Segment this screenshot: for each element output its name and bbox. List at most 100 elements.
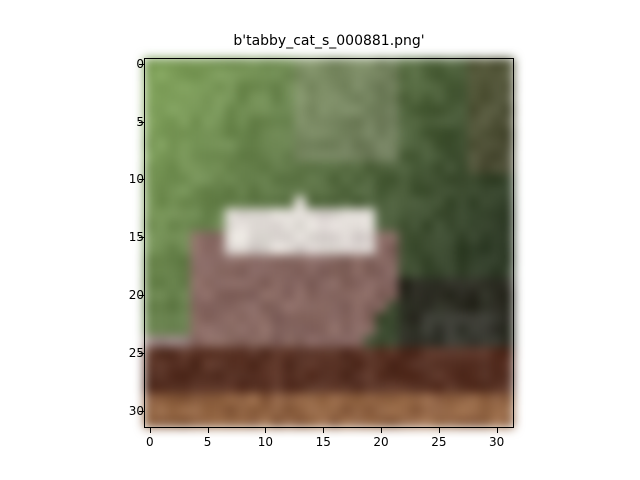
image-pixel xyxy=(444,138,457,152)
image-pixel xyxy=(178,416,191,428)
image-pixel xyxy=(340,150,353,163)
image-pixel xyxy=(294,104,307,117)
image-pixel xyxy=(167,243,180,256)
image-pixel xyxy=(317,277,330,290)
image-pixel xyxy=(236,127,249,140)
image-pixel xyxy=(352,266,365,279)
image-pixel xyxy=(201,231,214,244)
image-pixel xyxy=(502,289,514,302)
image-pixel xyxy=(352,335,365,348)
image-pixel xyxy=(271,370,284,383)
image-pixel xyxy=(363,219,376,233)
image-pixel xyxy=(433,312,446,325)
image-pixel xyxy=(444,150,457,163)
image-pixel xyxy=(386,243,399,256)
image-pixel xyxy=(444,393,457,406)
image-pixel xyxy=(456,219,469,233)
image-pixel xyxy=(144,416,157,428)
image-pixel xyxy=(201,347,214,360)
image-pixel xyxy=(467,277,480,290)
image-pixel xyxy=(490,335,504,348)
image-pixel xyxy=(305,81,319,94)
image-pixel xyxy=(433,254,446,267)
image-pixel xyxy=(456,312,469,325)
image-pixel xyxy=(271,416,284,428)
image-pixel xyxy=(167,81,180,94)
image-pixel xyxy=(305,266,319,279)
image-pixel xyxy=(248,416,261,428)
image-pixel xyxy=(375,266,388,279)
image-pixel xyxy=(421,196,434,209)
image-pixel xyxy=(248,173,261,186)
image-pixel xyxy=(490,393,504,406)
image-pixel xyxy=(224,58,238,71)
image-pixel xyxy=(502,254,514,267)
image-pixel xyxy=(375,347,388,360)
image-pixel xyxy=(282,254,295,267)
image-pixel xyxy=(409,127,423,140)
image-pixel xyxy=(421,347,434,360)
image-pixel xyxy=(282,323,295,337)
image-pixel xyxy=(236,323,249,337)
image-pixel xyxy=(305,185,319,198)
image-pixel xyxy=(340,416,353,428)
image-pixel xyxy=(178,127,191,140)
image-pixel xyxy=(340,266,353,279)
image-pixel xyxy=(467,393,480,406)
image-pixel xyxy=(236,231,249,244)
image-pixel xyxy=(352,58,365,71)
image-pixel xyxy=(375,254,388,267)
image-pixel xyxy=(190,347,203,360)
image-pixel xyxy=(433,173,446,186)
image-pixel xyxy=(317,173,330,186)
image-pixel xyxy=(363,115,376,128)
image-pixel xyxy=(201,196,214,209)
image-pixel xyxy=(294,289,307,302)
image-pixel xyxy=(155,115,168,128)
image-pixel xyxy=(363,92,376,105)
image-pixel xyxy=(352,289,365,302)
y-tick-label: 20 xyxy=(128,288,144,303)
image-pixel xyxy=(329,81,342,94)
image-pixel xyxy=(467,150,480,163)
image-pixel xyxy=(224,381,238,394)
image-pixel xyxy=(190,173,203,186)
image-pixel xyxy=(444,219,457,233)
image-pixel xyxy=(201,323,214,337)
image-pixel xyxy=(190,69,203,82)
image-pixel xyxy=(294,208,307,221)
image-pixel xyxy=(213,115,226,128)
image-pixel xyxy=(409,404,423,418)
image-pixel xyxy=(433,243,446,256)
image-pixel xyxy=(398,219,411,233)
image-pixel xyxy=(386,254,399,267)
image-pixel xyxy=(317,69,330,82)
image-pixel xyxy=(317,358,330,371)
image-pixel xyxy=(375,150,388,163)
image-pixel xyxy=(398,323,411,337)
image-pixel xyxy=(213,69,226,82)
image-pixel xyxy=(190,196,203,209)
image-pixel xyxy=(248,289,261,302)
image-pixel xyxy=(409,323,423,337)
image-pixel xyxy=(340,92,353,105)
image-pixel xyxy=(224,69,238,82)
image-pixel xyxy=(456,277,469,290)
image-pixel xyxy=(248,138,261,152)
image-pixel xyxy=(248,208,261,221)
image-pixel xyxy=(282,115,295,128)
image-pixel xyxy=(259,323,272,337)
image-pixel xyxy=(433,81,446,94)
image-pixel xyxy=(375,92,388,105)
image-pixel xyxy=(201,162,214,175)
image-pixel xyxy=(386,312,399,325)
image-pixel xyxy=(433,185,446,198)
image-pixel xyxy=(282,312,295,325)
image-pixel xyxy=(329,69,342,82)
image-pixel xyxy=(386,173,399,186)
image-pixel xyxy=(282,243,295,256)
image-pixel xyxy=(363,266,376,279)
image-pixel xyxy=(248,185,261,198)
image-pixel xyxy=(317,300,330,313)
image-pixel xyxy=(213,231,226,244)
